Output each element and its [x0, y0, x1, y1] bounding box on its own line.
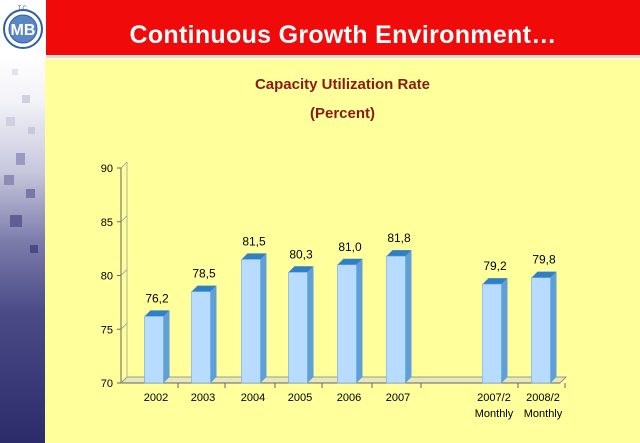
data-label: 81,0 — [338, 240, 362, 254]
chart-subtitle: (Percent) — [309, 105, 376, 122]
data-label: 80,3 — [289, 247, 313, 261]
logo-letters: MB — [11, 22, 36, 39]
x-tick-label: 2003 — [191, 392, 215, 404]
bar-top — [482, 278, 508, 285]
x-tick-label: 2006 — [337, 392, 361, 404]
y-tick-depth — [120, 161, 128, 169]
data-label: 79,2 — [483, 259, 507, 273]
data-label: 76,2 — [145, 291, 169, 305]
x-tick-label: Monthly — [475, 408, 514, 420]
bar-side — [260, 253, 267, 383]
bar-top — [144, 310, 170, 317]
bar-side — [501, 278, 508, 383]
data-label: 79,8 — [532, 253, 556, 267]
bar — [482, 283, 502, 384]
x-tick-label: 2004 — [241, 392, 265, 404]
header-divider — [46, 55, 640, 58]
bar-side — [405, 250, 412, 383]
y-tick-label: 70 — [101, 378, 113, 390]
x-tick-label: Monthly — [524, 408, 563, 420]
slide-title: Continuous Growth Environment… — [129, 21, 557, 49]
bar — [531, 277, 551, 384]
bar — [288, 271, 308, 384]
y-tick-label: 85 — [101, 217, 113, 229]
bar-side — [550, 271, 557, 383]
bar-top — [191, 285, 217, 292]
decorative-sidebar — [0, 55, 45, 443]
bar — [241, 259, 261, 384]
x-tick-label: 2002 — [144, 392, 168, 404]
bar-side — [356, 258, 363, 383]
y-tick-depth — [120, 376, 128, 384]
data-label: 78,5 — [192, 267, 216, 281]
bar — [386, 255, 406, 384]
header-bar — [0, 0, 640, 55]
bar — [337, 264, 357, 384]
y-tick-label: 80 — [101, 271, 113, 283]
data-label: 81,8 — [387, 231, 411, 245]
bar-side — [307, 266, 314, 383]
logo-area: T.C. MB — [0, 0, 46, 55]
bar-side — [210, 285, 217, 383]
bar-top — [337, 258, 363, 265]
y-tick-depth — [120, 215, 128, 223]
chart-title: Capacity Utilization Rate — [254, 76, 431, 93]
y-tick-label: 90 — [101, 163, 113, 175]
data-label: 81,5 — [242, 234, 266, 248]
central-bank-seal-logo: T.C. MB — [3, 6, 43, 49]
bar-side — [163, 310, 170, 383]
bar-top — [241, 253, 267, 260]
y-tick-depth — [120, 322, 128, 330]
bar — [191, 291, 211, 384]
y-tick-label: 75 — [101, 324, 113, 336]
bar — [144, 316, 164, 384]
x-tick-label: 2005 — [288, 392, 312, 404]
logo-top-text: T.C. — [18, 6, 29, 12]
x-tick-label: 2007 — [386, 392, 410, 404]
bar-top — [288, 266, 314, 273]
bar-top — [531, 271, 557, 278]
x-tick-label: 2008/2 — [526, 392, 560, 404]
bar-top — [386, 250, 412, 257]
x-tick-label: 2007/2 — [477, 392, 511, 404]
y-tick-depth — [120, 269, 128, 276]
